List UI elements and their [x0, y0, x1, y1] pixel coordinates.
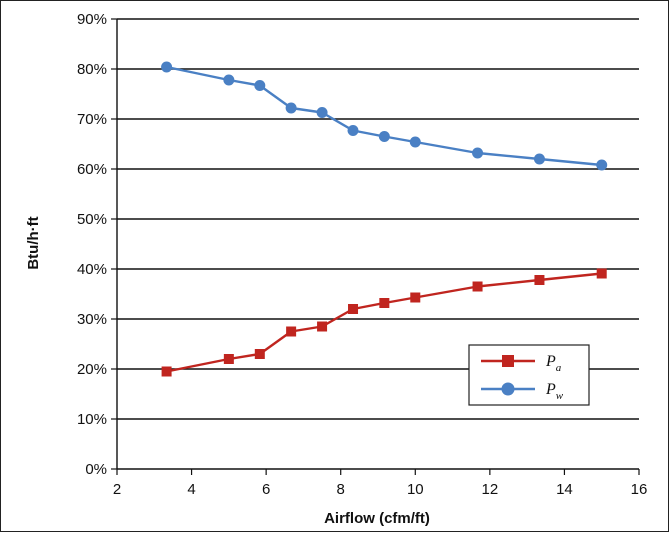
- data-point-a: [472, 281, 483, 292]
- y-tick-label: 30%: [77, 311, 107, 328]
- data-point-w: [316, 107, 328, 118]
- data-point-a: [223, 354, 234, 364]
- x-tick-label: 12: [482, 481, 499, 498]
- data-point-a: [534, 275, 545, 285]
- legend-subscript-a: a: [556, 362, 562, 374]
- legend-marker-a: [502, 355, 514, 367]
- data-point-w: [533, 153, 545, 165]
- legend-subscript-w: w: [556, 390, 564, 402]
- y-tick-label: 90%: [77, 11, 107, 28]
- series-w: [161, 61, 608, 171]
- data-point-w: [409, 136, 421, 148]
- x-tick-label: 4: [187, 481, 195, 498]
- data-point-w: [596, 159, 608, 171]
- data-point-a: [596, 268, 607, 279]
- data-point-w: [254, 80, 266, 91]
- y-tick-label: 80%: [77, 61, 107, 78]
- data-point-a: [410, 292, 421, 303]
- data-point-a: [286, 326, 297, 337]
- data-point-w: [223, 74, 235, 86]
- y-tick-label: 10%: [77, 411, 107, 428]
- y-axis-title: Btu/h·ft: [25, 216, 42, 269]
- x-tick-label: 10: [407, 481, 424, 498]
- data-point-a: [317, 321, 328, 332]
- x-tick-label: 6: [262, 481, 270, 498]
- data-point-w: [472, 147, 484, 159]
- x-tick-label: 16: [631, 481, 648, 498]
- grid-layer: [117, 18, 639, 420]
- data-point-w: [285, 102, 297, 114]
- data-point-w: [161, 61, 173, 73]
- data-point-a: [379, 298, 390, 308]
- y-tick-label: 20%: [77, 361, 107, 378]
- data-point-a: [348, 304, 359, 314]
- series-a: [161, 268, 607, 377]
- y-tick-label: 0%: [85, 461, 107, 478]
- legend-box: [468, 344, 590, 406]
- data-point-w: [378, 131, 390, 142]
- data-point-a: [254, 349, 265, 359]
- x-axis-title: Airflow (cfm/ft): [324, 510, 430, 527]
- legend-marker-w: [501, 382, 515, 396]
- x-tick-label: 2: [113, 481, 121, 498]
- series-layer: [161, 61, 608, 377]
- y-tick-label: 50%: [77, 211, 107, 228]
- x-tick-label: 14: [556, 481, 573, 498]
- y-tick-label: 70%: [77, 111, 107, 128]
- y-tick-label: 40%: [77, 261, 107, 278]
- x-tick-label: 8: [337, 481, 345, 498]
- data-point-a: [161, 366, 172, 377]
- axis-layer: 0% 10% 20% 30% 40% 50% 60% 70% 80% 90% 2 4 6 8 10 12 14 1…: [77, 11, 647, 498]
- y-tick-label: 60%: [77, 161, 107, 178]
- data-point-w: [347, 125, 359, 136]
